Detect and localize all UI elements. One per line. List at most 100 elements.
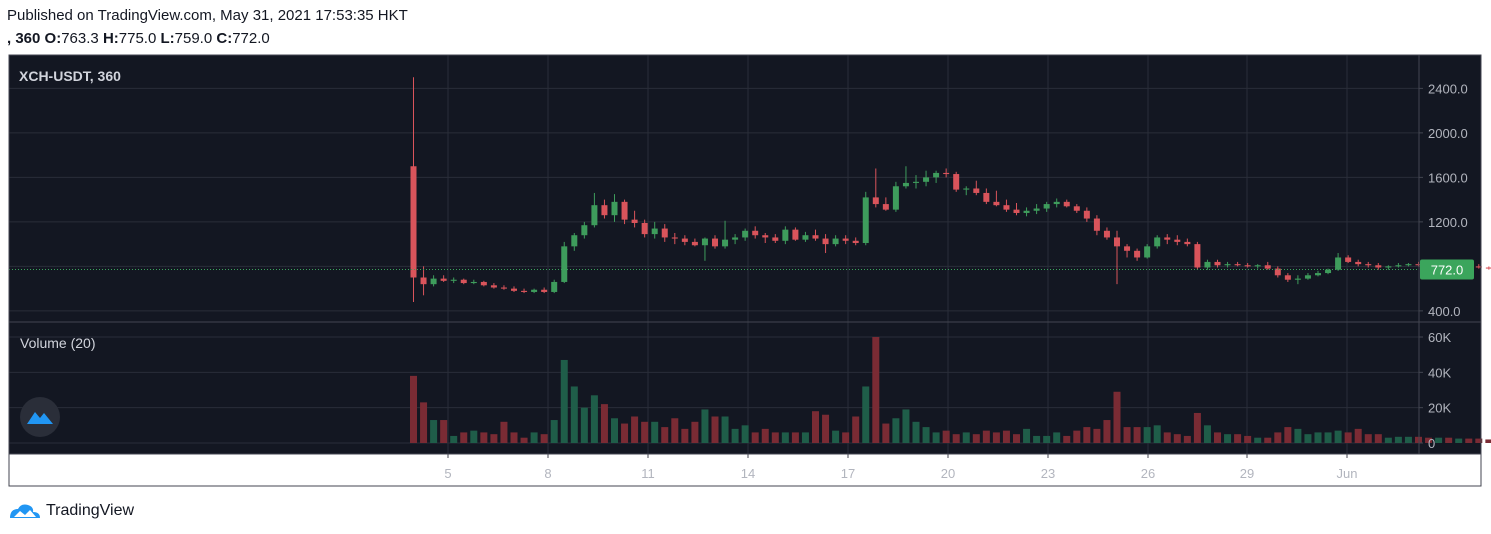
volume-bar [731, 428, 739, 443]
candle-body [913, 181, 919, 183]
time-tick-label: 23 [1041, 466, 1055, 481]
last-price-label: 772.0 [1431, 262, 1464, 277]
volume-bar [621, 423, 629, 443]
candle-body [1194, 244, 1201, 268]
price-tick-label: 400.0 [1428, 304, 1461, 319]
candle-body [651, 228, 658, 235]
volume-bar [942, 430, 950, 443]
volume-bar [882, 423, 890, 443]
volume-bar [1113, 391, 1121, 443]
chart-border [8, 54, 1482, 487]
tradingview-badge[interactable] [20, 397, 60, 437]
volume-bar [530, 432, 538, 443]
candle-body [812, 235, 819, 239]
candle-body [681, 238, 688, 242]
candle-body [1294, 278, 1301, 280]
candle-body [1485, 267, 1491, 269]
candle-body [963, 188, 970, 190]
candle-body [1405, 264, 1412, 266]
candle-body [551, 281, 558, 292]
volume-bar [590, 395, 598, 443]
candle-body [410, 166, 417, 278]
candle-body [691, 241, 698, 246]
candle-body [581, 225, 588, 236]
candle-body [933, 172, 940, 178]
candle-body [892, 186, 899, 210]
candle-body [601, 205, 608, 216]
volume-bar [1294, 428, 1302, 443]
volume-tick-label: 20K [1428, 401, 1451, 416]
candle-body [460, 279, 467, 284]
candle-body [430, 278, 437, 285]
time-axis: 5 8 11 14 17 20 23 26 29 Jun [444, 454, 1357, 481]
volume-bar [691, 421, 699, 443]
volume-bar [1093, 428, 1101, 443]
volume-bar [932, 432, 940, 443]
volume-bar [450, 435, 458, 443]
candle-body [1214, 261, 1221, 266]
volume-tick-label: 40K [1428, 365, 1451, 380]
volume-bar [1304, 434, 1312, 443]
volume-bar [1324, 432, 1332, 443]
volume-bar [681, 428, 689, 443]
candle-body [480, 281, 487, 286]
volume-bar [862, 386, 870, 443]
volume-bar [741, 425, 749, 443]
candle-body [1033, 208, 1040, 211]
time-tick-label: 14 [741, 466, 755, 481]
volume-bar [600, 404, 608, 443]
volume-bar [761, 428, 769, 443]
high-label: H: [102, 30, 119, 47]
volume-bar [922, 427, 930, 443]
volume-bar [1254, 437, 1262, 443]
published-line: Published on TradingView.com, May 31, 20… [7, 7, 408, 24]
interval-label: , 360 [7, 30, 41, 47]
candle-body [712, 238, 718, 247]
candle-body [1103, 230, 1110, 238]
open-value: 763.3 [61, 30, 99, 47]
volume-bar [1123, 427, 1131, 443]
candle-body [822, 238, 829, 245]
volume-bar [540, 434, 548, 443]
volume-bar [1284, 427, 1292, 443]
volume-bar [671, 418, 679, 443]
candle-body [521, 290, 528, 292]
volume-bar [661, 427, 669, 443]
candle-body [490, 285, 497, 288]
volume-bar [1274, 432, 1282, 443]
candle-body [1304, 275, 1311, 279]
volume-bar [822, 414, 830, 443]
volume-bar [902, 409, 910, 443]
tradingview-cloud-icon [27, 412, 53, 424]
volume-bar [771, 432, 779, 443]
candle-body [591, 205, 598, 226]
volume-bar [832, 430, 840, 443]
chart-background [9, 55, 1481, 454]
volume-bar [1143, 427, 1151, 443]
volume-bar [1425, 437, 1433, 443]
candle-body [943, 172, 950, 175]
volume-bar [1394, 436, 1402, 443]
candle-body [852, 240, 859, 244]
time-tick-label: 26 [1141, 466, 1155, 481]
volume-bar [1193, 412, 1201, 443]
volume-label: Volume (20) [20, 335, 95, 351]
candle-body [1395, 265, 1402, 267]
candle-body [1013, 209, 1020, 213]
volume-bar [912, 421, 920, 443]
volume-bar [500, 421, 508, 443]
candle-body [862, 197, 869, 244]
volume-bar [1023, 428, 1031, 443]
candle-body [802, 235, 809, 240]
volume-bar [1224, 434, 1232, 443]
candle-body [450, 279, 457, 281]
candle-body [882, 204, 889, 210]
candle-body [1174, 239, 1181, 242]
low-value: 759.0 [174, 30, 213, 47]
volume-bar [1244, 435, 1252, 443]
volume-bar [631, 416, 639, 443]
footer-brand[interactable]: TradingView [8, 499, 134, 523]
volume-bars [410, 337, 1491, 443]
open-label: O: [44, 30, 62, 47]
